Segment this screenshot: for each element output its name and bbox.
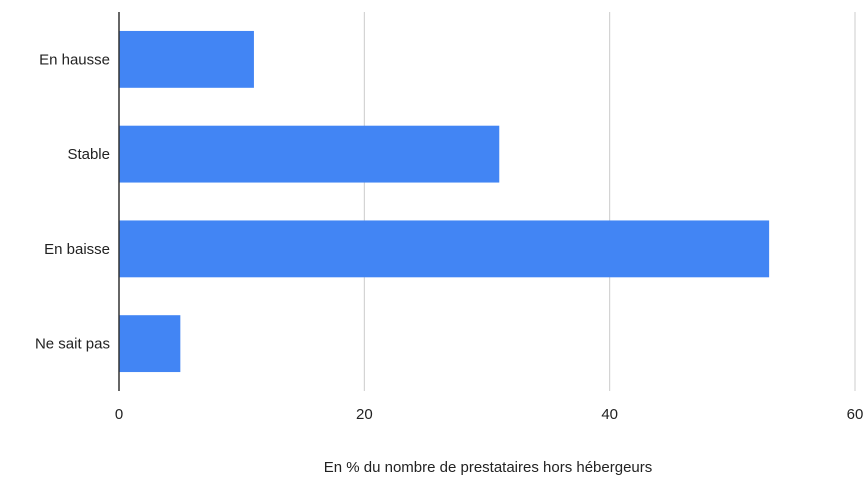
x-tick-label-60: 60 [847, 406, 864, 423]
x-tick-label-40: 40 [601, 406, 618, 423]
y-tick-label-ne-sait-pas: Ne sait pas [35, 336, 110, 353]
x-tick-label-20: 20 [356, 406, 373, 423]
x-tick-label-0: 0 [115, 406, 123, 423]
bar-stable [119, 125, 500, 183]
y-tick-label-stable: Stable [67, 146, 110, 163]
y-tick-label-en-baisse: En baisse [44, 241, 110, 258]
bar-en-hausse [119, 30, 254, 88]
gridlines [363, 12, 856, 391]
bars [119, 30, 770, 373]
bar-en-baisse [119, 220, 770, 278]
x-axis-title: En % du nombre de prestataires hors hébe… [324, 459, 653, 476]
y-tick-label-en-hausse: En hausse [39, 51, 110, 68]
tick-labels: 0 20 40 60 En hausse Stable En baisse Ne sait p… [35, 51, 863, 423]
bar-ne-sait-pas [119, 315, 181, 373]
